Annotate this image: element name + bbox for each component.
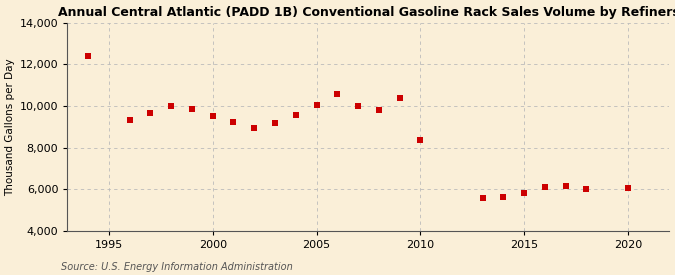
- Point: [186, 107, 197, 111]
- Point: [83, 54, 94, 58]
- Point: [269, 120, 280, 125]
- Point: [166, 104, 177, 108]
- Point: [207, 114, 218, 119]
- Point: [477, 196, 488, 200]
- Point: [539, 185, 550, 189]
- Point: [228, 119, 239, 124]
- Y-axis label: Thousand Gallons per Day: Thousand Gallons per Day: [5, 58, 16, 196]
- Point: [394, 95, 405, 100]
- Point: [145, 111, 156, 116]
- Point: [581, 187, 592, 192]
- Text: Source: U.S. Energy Information Administration: Source: U.S. Energy Information Administ…: [61, 262, 292, 272]
- Point: [124, 117, 135, 122]
- Point: [498, 194, 509, 199]
- Point: [311, 103, 322, 107]
- Point: [332, 92, 343, 97]
- Title: Annual Central Atlantic (PADD 1B) Conventional Gasoline Rack Sales Volume by Ref: Annual Central Atlantic (PADD 1B) Conven…: [57, 6, 675, 18]
- Point: [518, 190, 529, 195]
- Point: [373, 108, 384, 112]
- Point: [415, 138, 426, 143]
- Point: [622, 186, 633, 191]
- Point: [290, 113, 301, 117]
- Point: [249, 126, 260, 130]
- Point: [560, 184, 571, 188]
- Point: [352, 104, 363, 108]
